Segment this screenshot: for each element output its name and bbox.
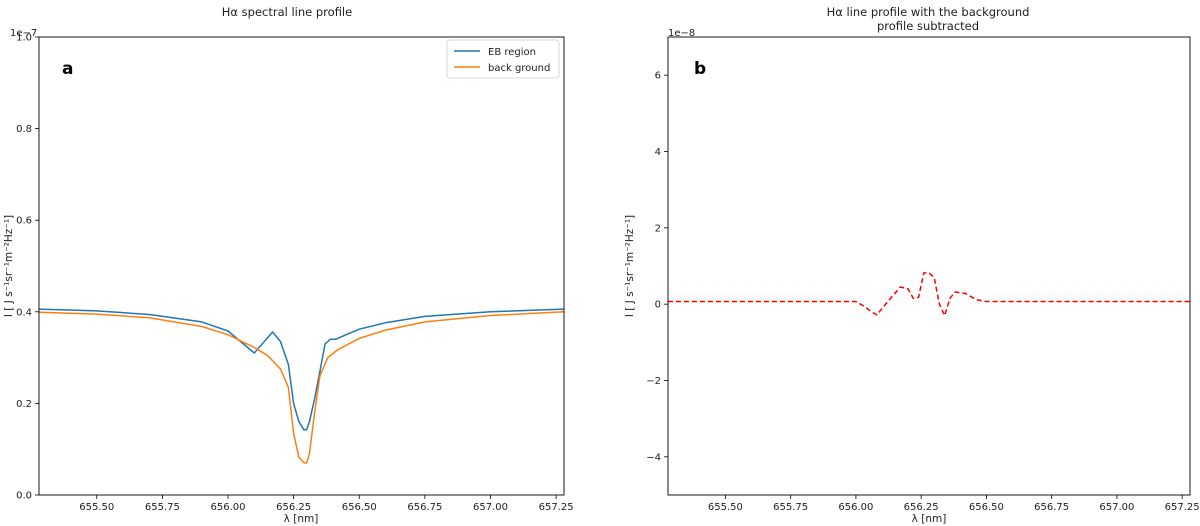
panel-a-ytick-label: 0.8 bbox=[16, 124, 32, 135]
panel-b-xtick-label: 655.75 bbox=[773, 502, 808, 513]
panel-b: Hα line profile with the background prof… bbox=[624, 5, 1200, 525]
panel-b-title-line-2: profile subtracted bbox=[877, 19, 979, 33]
panel-a-xtick-label: 657.00 bbox=[473, 502, 508, 513]
panel-a-ylabel: I [ J s⁻¹sr⁻¹m⁻²Hz⁻¹] bbox=[3, 215, 15, 317]
panel-a-title: Hα spectral line profile bbox=[222, 5, 352, 19]
panel-b-exponent: 1e−8 bbox=[668, 28, 695, 39]
panel-a-xtick-label: 656.25 bbox=[276, 502, 311, 513]
panel-b-xtick-label: 657.25 bbox=[1165, 502, 1200, 513]
series-line-difference bbox=[668, 272, 1190, 317]
panel-a-ytick-label: 0.6 bbox=[16, 216, 32, 227]
panel-a-ytick-label: 0.0 bbox=[16, 491, 32, 502]
panel-a-ytick-label: 0.2 bbox=[16, 399, 32, 410]
panel-b-xtick-label: 655.50 bbox=[708, 502, 743, 513]
panel-b-ytick-label: −2 bbox=[646, 376, 661, 387]
panel-a-xtick-label: 655.50 bbox=[79, 502, 114, 513]
series-line-eb-region bbox=[38, 308, 565, 431]
panel-a-xtick-label: 655.75 bbox=[145, 502, 180, 513]
legend-frame bbox=[446, 39, 560, 79]
panel-b-ylabel: I [ J s⁻¹sr⁻¹m⁻²Hz⁻¹] bbox=[624, 215, 636, 317]
panel-b-xtick-label: 656.25 bbox=[904, 502, 939, 513]
panel-a-ytick-label: 0.4 bbox=[16, 307, 32, 318]
panel-b-letter: b bbox=[694, 59, 706, 79]
panel-b-ytick-label: 0 bbox=[655, 300, 661, 311]
panel-b-title-line-1: Hα line profile with the background bbox=[827, 5, 1030, 19]
panel-a-xtick-label: 657.25 bbox=[539, 502, 574, 513]
panel-b-xtick-label: 656.00 bbox=[838, 502, 873, 513]
panel-b-xlabel: λ [nm] bbox=[912, 513, 947, 525]
panel-b-ytick-label: 6 bbox=[655, 71, 661, 82]
panel-b-xtick-label: 656.75 bbox=[1034, 502, 1069, 513]
panel-b-ytick-label: 2 bbox=[655, 223, 661, 234]
panel-a-xlabel: λ [nm] bbox=[284, 513, 319, 525]
panel-a-xtick-label: 656.00 bbox=[211, 502, 246, 513]
panel-a-xtick-label: 656.75 bbox=[407, 502, 442, 513]
legend-label-eb-region: EB region bbox=[488, 47, 536, 58]
panel-a-ytick-label: 1.0 bbox=[16, 33, 32, 44]
series-line-back-ground bbox=[38, 311, 565, 464]
panel-b-ytick-label: 4 bbox=[655, 147, 661, 158]
panel-a: Hα spectral line profile 1e−7 655.50 655.… bbox=[3, 5, 574, 525]
panel-b-frame bbox=[667, 36, 1191, 496]
panel-a-frame bbox=[38, 36, 565, 496]
panel-b-ytick-label: −4 bbox=[646, 452, 661, 463]
panel-a-letter: a bbox=[62, 59, 73, 79]
panel-b-xtick-label: 657.00 bbox=[1099, 502, 1134, 513]
panel-a-legend: EB region back ground bbox=[446, 39, 560, 79]
panel-b-xtick-label: 656.50 bbox=[969, 502, 1004, 513]
legend-label-back-ground: back ground bbox=[488, 63, 550, 74]
panel-a-exponent: 1e−7 bbox=[10, 28, 37, 39]
panel-a-xtick-label: 656.50 bbox=[342, 502, 377, 513]
